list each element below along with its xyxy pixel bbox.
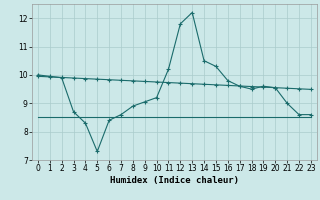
X-axis label: Humidex (Indice chaleur): Humidex (Indice chaleur) [110,176,239,185]
